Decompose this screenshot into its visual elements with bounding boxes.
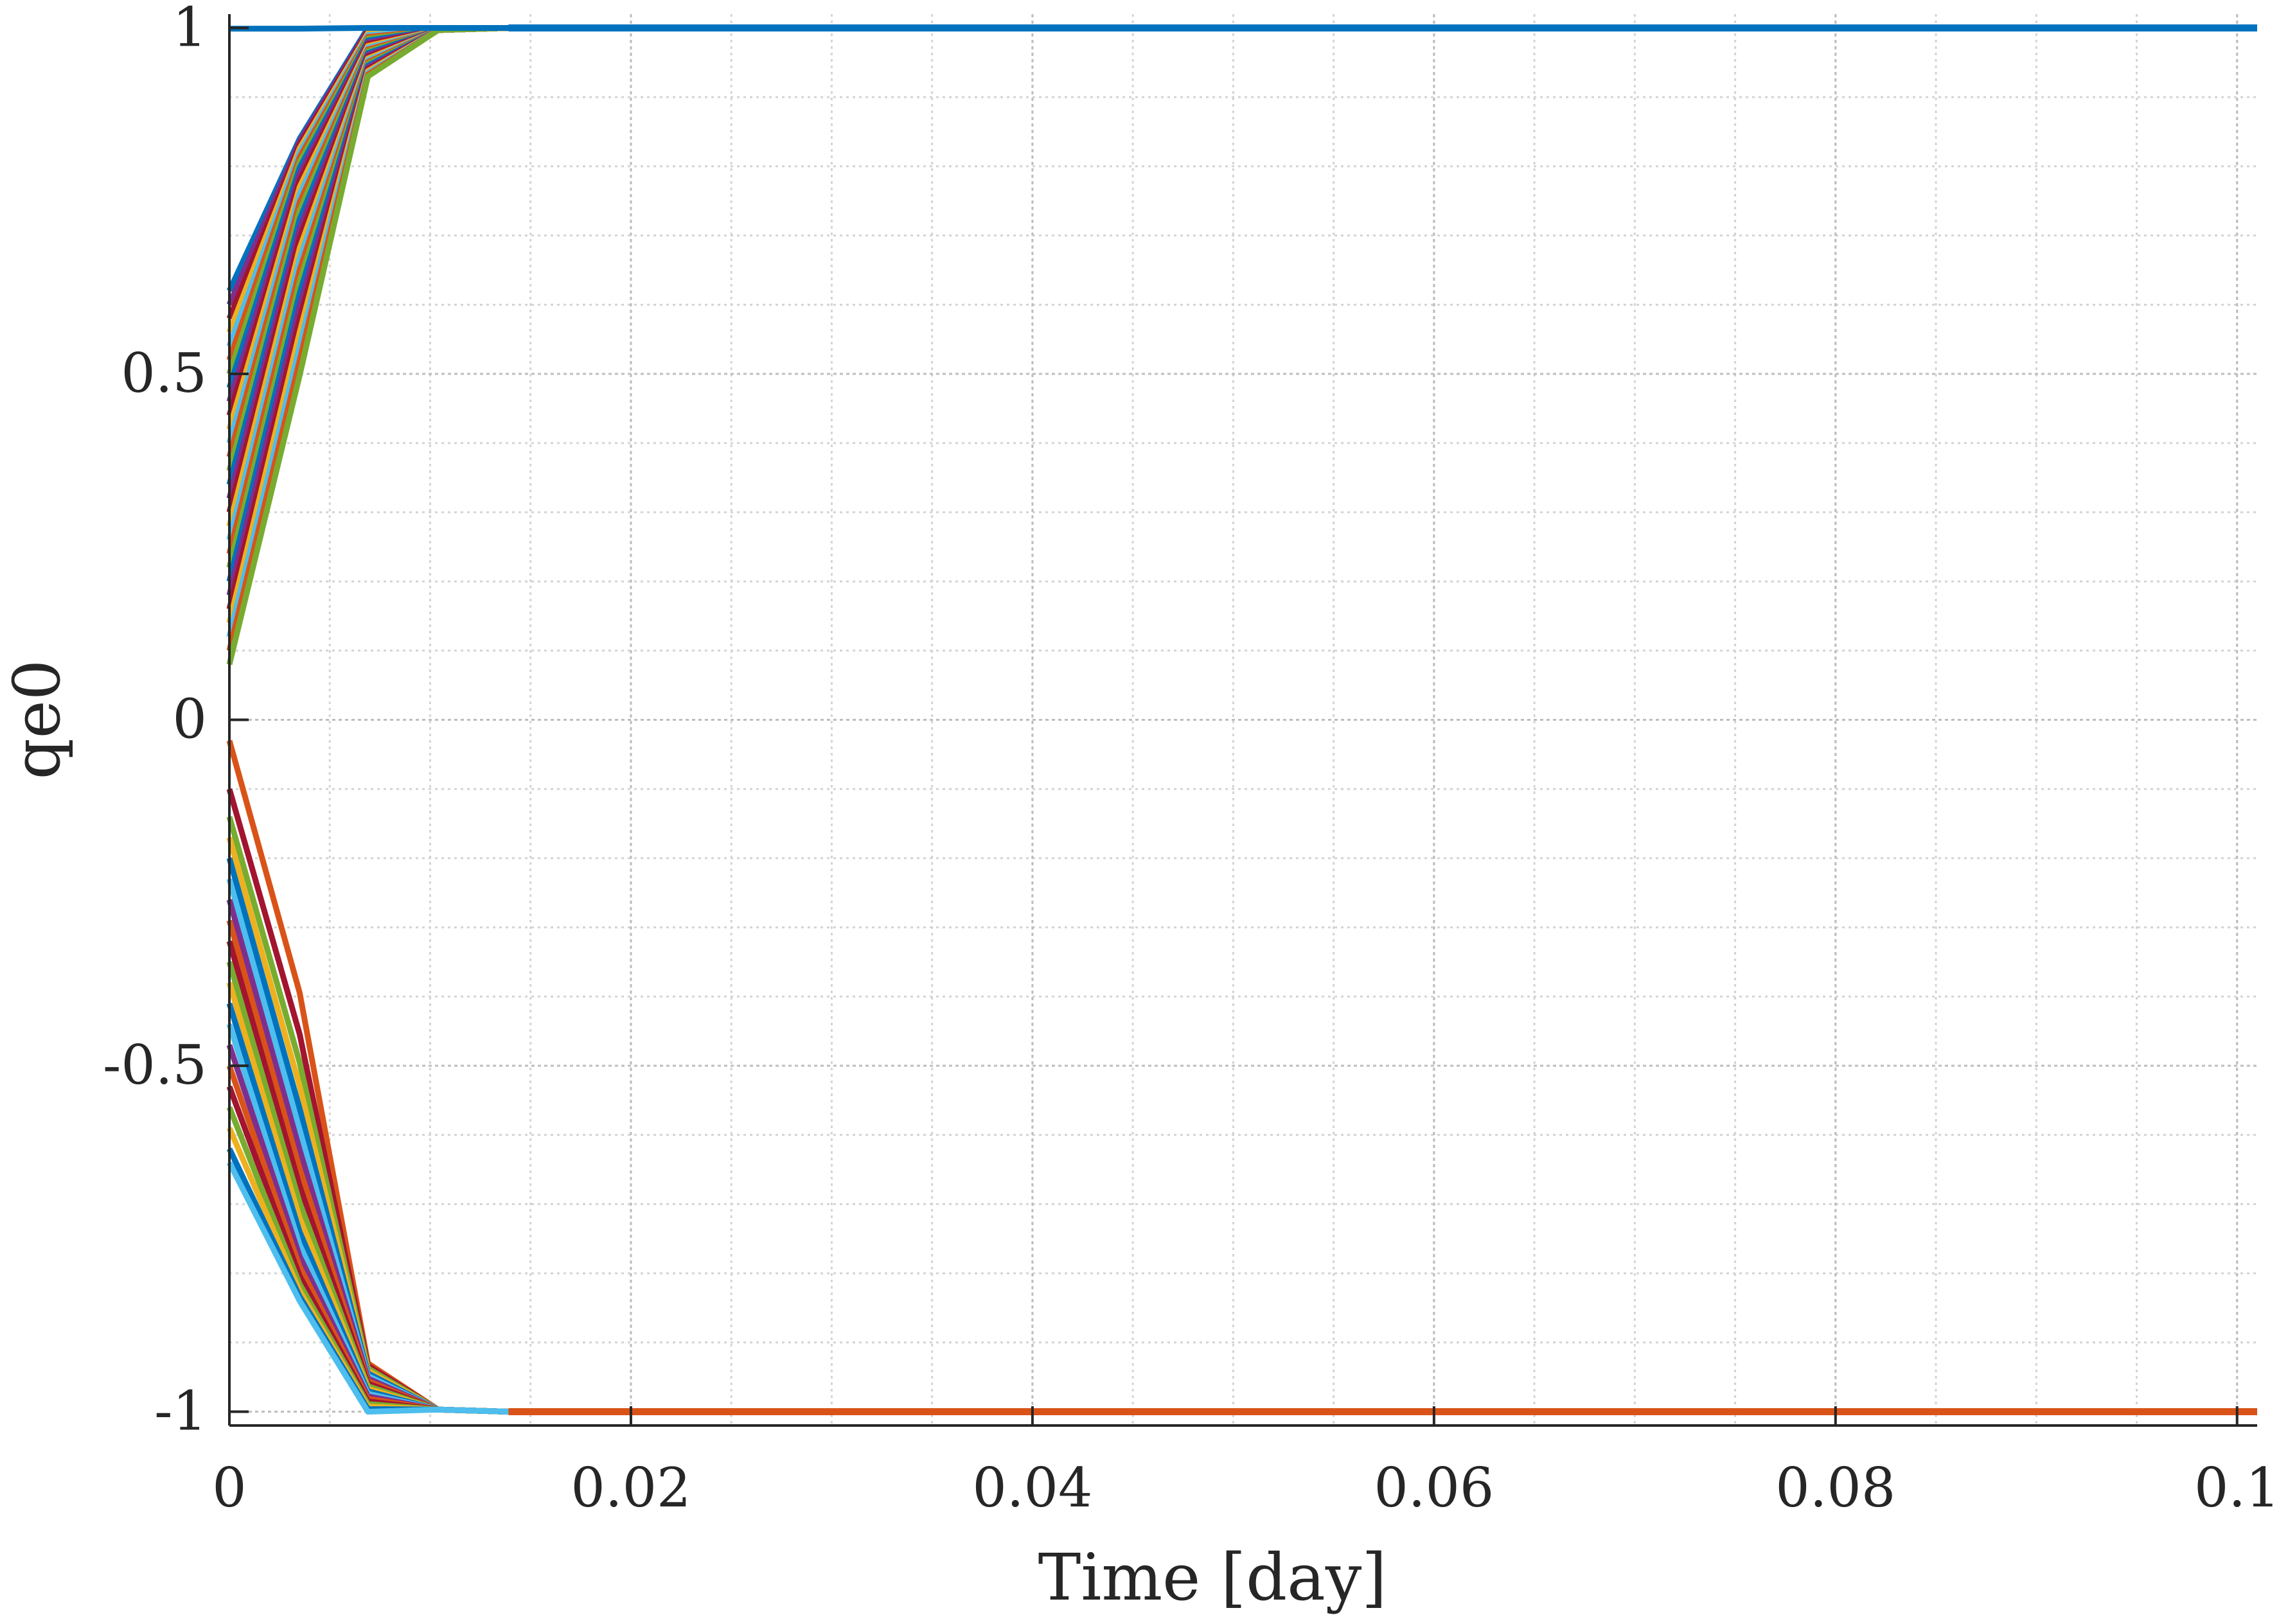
x-tick-label: 0 [212, 1456, 246, 1519]
x-tick-labels: 0 0.02 0.04 0.06 0.08 0.1 [212, 1456, 2279, 1519]
axes [228, 14, 2257, 1427]
x-tick-label: 0.1 [2194, 1456, 2279, 1519]
y-tick-label: -1 [154, 1379, 207, 1442]
x-axis-title: Time [day] [1038, 1540, 1387, 1615]
x-tick-label: 0.04 [972, 1456, 1092, 1519]
y-tick-label: 0.5 [121, 342, 207, 405]
y-tick-label: 1 [173, 0, 207, 59]
y-tick-label: 0 [173, 688, 207, 751]
y-axis-title: qe0 [0, 660, 75, 780]
x-tick-label: 0.06 [1374, 1456, 1494, 1519]
y-tick-labels: -1 -0.5 0 0.5 1 [103, 0, 207, 1442]
x-tick-label: 0.08 [1775, 1456, 1895, 1519]
series-group [226, 24, 2257, 1415]
y-tick-label: -0.5 [103, 1034, 207, 1097]
x-tick-label: 0.02 [571, 1456, 691, 1519]
